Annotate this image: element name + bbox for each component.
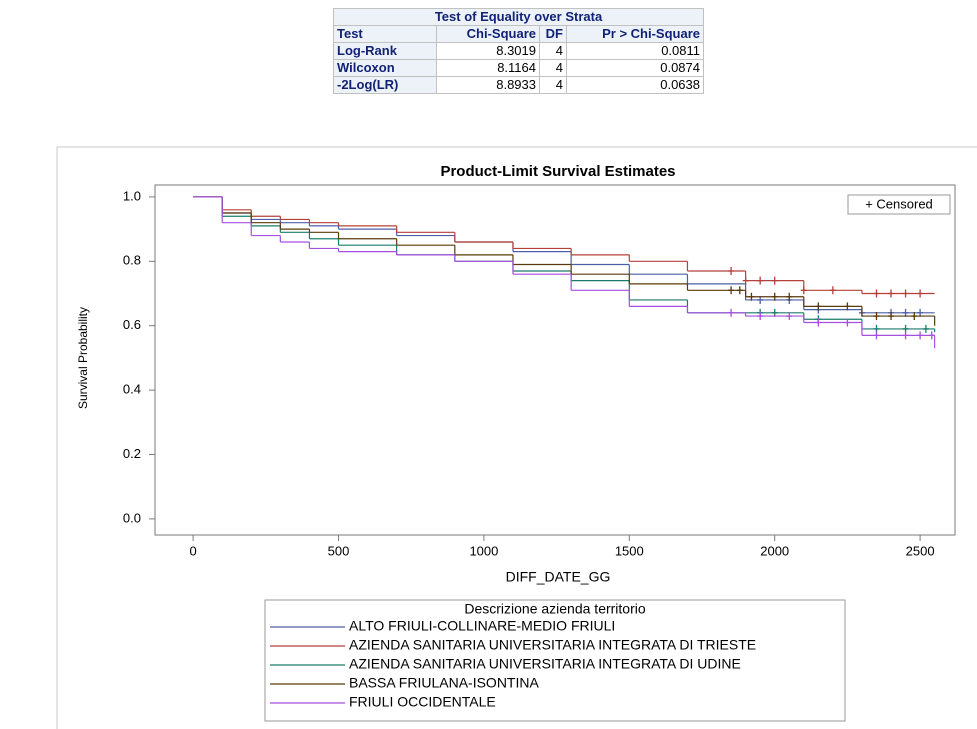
censored-mark: [786, 312, 793, 321]
x-tick-label: 500: [328, 543, 350, 558]
x-tick-label: 0: [189, 543, 196, 558]
legend: [264, 599, 846, 722]
x-axis-label: DIFF_DATE_GG: [506, 569, 611, 585]
censored-mark: [815, 318, 822, 327]
censored-mark: [888, 312, 895, 321]
censored-mark: [771, 276, 778, 285]
y-tick-label: 0.8: [123, 253, 141, 268]
censored-mark: [829, 286, 836, 295]
censored-mark: [748, 292, 755, 301]
table-row: Log-Rank 8.3019 4 0.0811: [333, 42, 704, 60]
censored-mark: [873, 312, 880, 321]
table-body: Log-Rank 8.3019 4 0.0811 Wilcoxon 8.1164 4 0.08…: [333, 42, 704, 94]
legend-label: FRIULI OCCIDENTALE: [349, 694, 496, 710]
stats-table: Test of Equality over Strata Test Chi-Sq…: [333, 8, 704, 94]
censored-mark: [815, 302, 822, 311]
censored-legend-label: + Censored: [865, 196, 933, 211]
y-tick-label: 0.2: [123, 446, 141, 461]
x-tick-label: 2000: [760, 543, 789, 558]
table-cell: 0.0874: [566, 59, 704, 77]
chart: Product-Limit Survival Estimates Surviva…: [56, 146, 977, 729]
censored-mark: [771, 292, 778, 301]
table-row: Wilcoxon 8.1164 4 0.0874: [333, 59, 704, 77]
table-cell: 8.1164: [436, 59, 540, 77]
table-cell: 4: [539, 76, 567, 94]
table-row: -2Log(LR) 8.8933 4 0.0638: [333, 76, 704, 94]
censored-mark: [844, 302, 851, 311]
censored-mark: [928, 331, 935, 340]
censored-mark: [728, 286, 735, 295]
x-tick-label: 1000: [469, 543, 498, 558]
x-tick-label: 1500: [615, 543, 644, 558]
censored-mark: [742, 276, 749, 285]
censored-mark: [902, 289, 909, 298]
censored-mark: [736, 286, 743, 295]
chart-title: Product-Limit Survival Estimates: [440, 163, 675, 180]
censored-mark: [728, 308, 735, 317]
row-header: -2Log(LR): [333, 76, 437, 94]
y-tick-label: 0.6: [123, 317, 141, 332]
table-cell: 8.3019: [436, 42, 540, 60]
censored-legend: [847, 194, 951, 215]
censored-mark: [873, 331, 880, 340]
table-cell: 4: [539, 59, 567, 77]
x-tick-label: 2500: [906, 543, 935, 558]
y-tick-label: 0.0: [123, 510, 141, 525]
censored-mark: [902, 331, 909, 340]
censored-mark: [917, 331, 924, 340]
censored-mark: [917, 289, 924, 298]
censored-mark: [757, 312, 764, 321]
column-header: Chi-Square: [436, 25, 540, 43]
legend-label: AZIENDA SANITARIA UNIVERSITARIA INTEGRAT…: [349, 637, 756, 653]
table-cell: 4: [539, 42, 567, 60]
legend-label: AZIENDA SANITARIA UNIVERSITARIA INTEGRAT…: [349, 656, 741, 672]
censored-mark: [757, 276, 764, 285]
censored-mark: [911, 312, 918, 321]
censored-mark: [873, 289, 880, 298]
y-axis-label: Survival Probability: [76, 307, 90, 409]
censored-mark: [800, 286, 807, 295]
censored-mark: [922, 324, 929, 333]
censored-mark: [728, 266, 735, 275]
row-header: Log-Rank: [333, 42, 437, 60]
legend-label: ALTO FRIULI-COLLINARE-MEDIO FRIULI: [349, 618, 615, 634]
table-cell: 0.0638: [566, 76, 704, 94]
censored-mark: [888, 289, 895, 298]
table-cell: 8.8933: [436, 76, 540, 94]
plot-area: [154, 184, 956, 536]
legend-label: BASSA FRIULANA-ISONTINA: [349, 675, 539, 691]
row-header: Wilcoxon: [333, 59, 437, 77]
table-title: Test of Equality over Strata: [333, 8, 704, 26]
censored-mark: [786, 292, 793, 301]
column-header: Test: [333, 25, 437, 43]
y-tick-label: 0.4: [123, 382, 141, 397]
column-header: DF: [539, 25, 567, 43]
table-cell: 0.0811: [566, 42, 704, 60]
y-tick-label: 1.0: [123, 188, 141, 203]
legend-title: Descrizione azienda territorio: [464, 601, 646, 617]
censored-mark: [844, 318, 851, 327]
column-header: Pr > Chi-Square: [566, 25, 704, 43]
